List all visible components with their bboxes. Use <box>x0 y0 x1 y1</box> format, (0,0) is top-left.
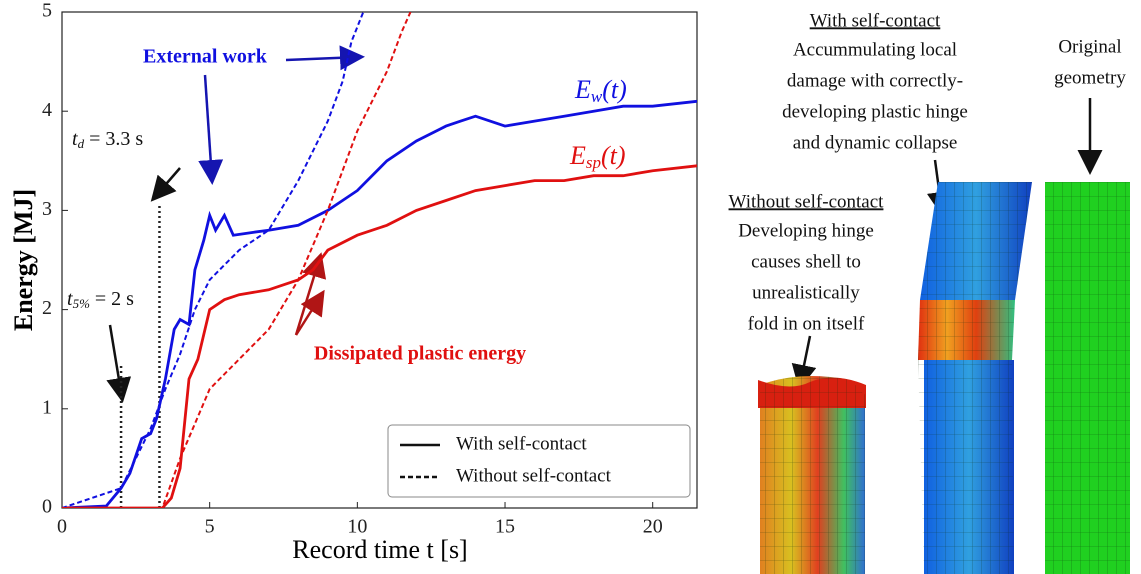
x-tick-label: 0 <box>57 516 67 538</box>
y-tick-label: 1 <box>42 396 52 418</box>
x-axis-label: Record time t [s] <box>292 535 467 564</box>
note-line: causes shell to <box>751 251 861 272</box>
note-line: developing plastic hinge <box>782 101 968 122</box>
marker-subscript: 5% <box>73 296 91 311</box>
y-tick-label: 4 <box>42 99 52 121</box>
x-tick-label: 15 <box>495 516 515 538</box>
y-tick-label: 2 <box>42 297 52 319</box>
x-tick-label: 5 <box>205 516 215 538</box>
note-heading: Without self-contact <box>729 191 885 212</box>
series-label-text: (t) <box>601 141 626 170</box>
note-line: Developing hinge <box>738 220 874 241</box>
note-line: geometry <box>1054 67 1126 88</box>
y-tick-label: 3 <box>42 198 52 220</box>
legend-label: With self-contact <box>456 433 587 454</box>
y-axis-label: Energy [MJ] <box>9 189 38 331</box>
series-label-symbol: E <box>574 75 591 104</box>
x-tick-label: 10 <box>347 516 367 538</box>
figure: Record time t [s] Energy [MJ] External w… <box>0 0 1141 574</box>
annotation: External work <box>143 46 268 68</box>
note-line: unrealistically <box>752 282 860 303</box>
series-label: Ew(t) <box>574 75 627 106</box>
note-heading: With self-contact <box>810 10 941 31</box>
legend-label: Without self-contact <box>456 465 612 486</box>
series-label-subscript: sp <box>586 153 601 172</box>
note-line: Accummulating local <box>793 39 957 60</box>
marker-label: td = 3.3 s <box>72 128 143 151</box>
y-tick-label: 5 <box>42 0 52 22</box>
series-label-subscript: w <box>591 87 603 106</box>
note-line: fold in on itself <box>748 313 865 334</box>
series-label-text: (t) <box>602 75 627 104</box>
annotation: Dissipated plastic energy <box>314 343 526 365</box>
marker-label: t5% = 2 s <box>67 288 134 311</box>
note-line: damage with correctly- <box>787 70 963 91</box>
series-line <box>62 12 411 508</box>
note-line: and dynamic collapse <box>793 132 958 153</box>
y-tick-label: 0 <box>42 496 52 518</box>
x-tick-label: 20 <box>643 516 663 538</box>
note-line: Original <box>1058 36 1121 57</box>
series-label: Esp(t) <box>569 141 626 172</box>
marker-text: = 2 s <box>90 288 134 310</box>
marker-text: = 3.3 s <box>84 128 143 150</box>
series-label-symbol: E <box>569 141 586 170</box>
